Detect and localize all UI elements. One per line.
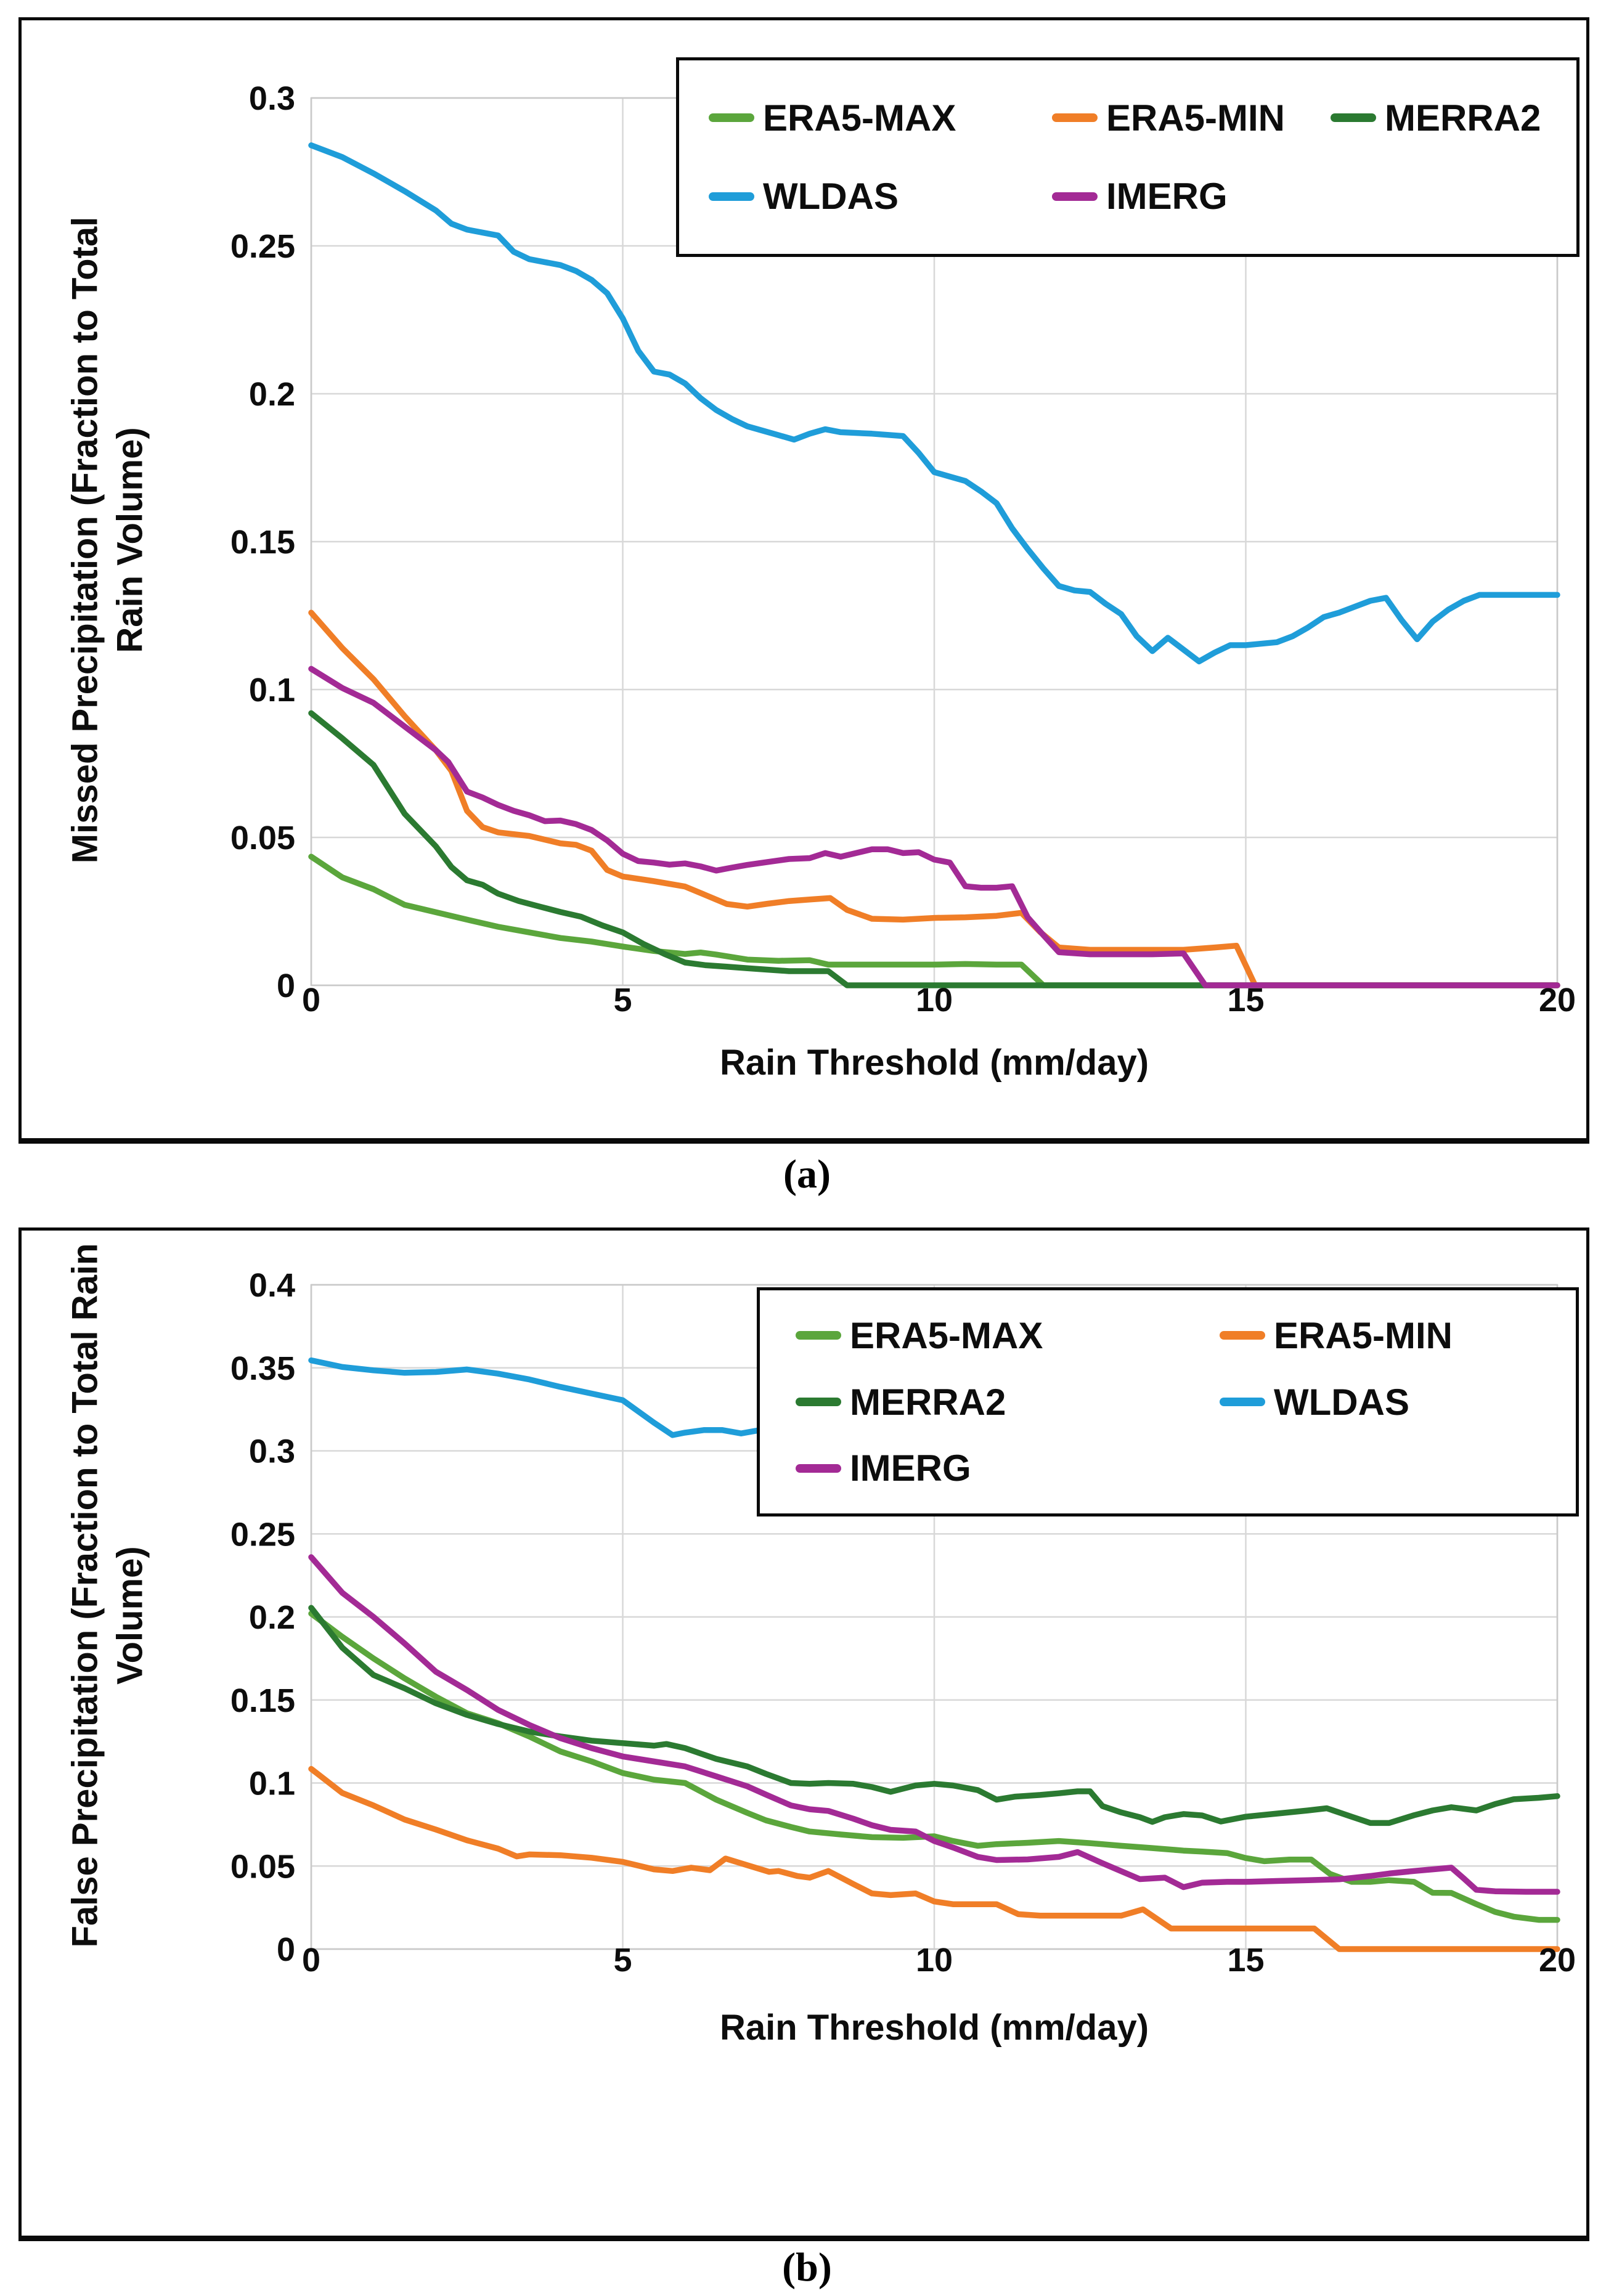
legend-item-era5-min: ERA5-MIN <box>1220 1314 1576 1357</box>
chart-b-series-era5-min <box>308 1765 1560 1952</box>
chart-b-xtick-label: 0 <box>302 1942 320 1979</box>
chart-a-series-wldas <box>308 142 1560 665</box>
chart-b-ytick-label: 0.4 <box>249 1267 295 1304</box>
chart-a-x-axis-title: Rain Threshold (mm/day) <box>719 1043 1149 1083</box>
legend-label: ERA5-MAX <box>850 1314 1043 1356</box>
merra2-line-swatch-icon <box>1331 113 1376 123</box>
legend-label: IMERG <box>1106 176 1228 218</box>
wldas-line-swatch-icon <box>1220 1398 1265 1406</box>
chart-a-series-era5-min <box>308 609 1560 988</box>
chart-b-xtick-label: 5 <box>613 1942 632 1979</box>
chart-b-xtick-label: 15 <box>1227 1942 1264 1979</box>
chart-a-xtick-label: 10 <box>916 982 953 1019</box>
chart-b-legend-row: IMERG <box>796 1447 1576 1489</box>
chart-a-xtick-label: 15 <box>1227 982 1264 1019</box>
chart-a-ytick-label: 0 <box>277 967 295 1004</box>
era5-min-line-swatch-icon <box>1052 113 1098 123</box>
chart-b-series-era5-max <box>308 1610 1560 1923</box>
panel-a-frame: 0.3 0.25 0.2 0.15 0.1 0.05 0 0 5 10 15 20 Missed Pr… <box>18 17 1589 1144</box>
legend-label: MERRA2 <box>850 1381 1006 1423</box>
chart-a-series-merra2 <box>308 710 1560 988</box>
chart-a-y-axis-title: Missed Precipitation (Fraction to Total … <box>63 97 153 984</box>
imerg-line-swatch-icon <box>796 1463 841 1473</box>
chart-b-series-merra2 <box>308 1605 1560 1826</box>
chart-a-xtick-label: 5 <box>613 982 632 1019</box>
chart-b-x-axis-title: Rain Threshold (mm/day) <box>719 2008 1149 2048</box>
chart-b-y-title-line1: False Precipitation (Fraction to Total R… <box>65 1243 105 1948</box>
legend-item-era5-max: ERA5-MAX <box>796 1314 1220 1357</box>
chart-a-ytick-label: 0.1 <box>249 672 295 709</box>
chart-a-y-title-line2: Rain Volume) <box>110 427 150 653</box>
chart-a-xtick-label: 0 <box>302 982 320 1019</box>
chart-b-ytick-label: 0.2 <box>249 1599 295 1636</box>
legend-label: WLDAS <box>1274 1381 1409 1423</box>
chart-a-legend-row: WLDAS IMERG <box>709 175 1576 218</box>
panel-b-frame: 0.4 0.35 0.3 0.25 0.2 0.15 0.1 0.05 0 0 5 10 15 20 Fa… <box>18 1227 1589 2241</box>
imerg-line-swatch-icon <box>1052 192 1098 201</box>
chart-a-ytick-label: 0.15 <box>230 524 295 561</box>
chart-b-ytick-label: 0.05 <box>230 1848 295 1885</box>
chart-b-series-imerg <box>308 1554 1560 1895</box>
chart-b-ytick-label: 0.15 <box>230 1682 295 1719</box>
legend-label: ERA5-MIN <box>1274 1314 1453 1356</box>
panel-a-caption: (a) <box>783 1152 831 1197</box>
legend-item-era5-max: ERA5-MAX <box>709 97 1052 139</box>
chart-b-xtick-label: 20 <box>1539 1942 1576 1979</box>
chart-b-ytick-label: 0.1 <box>249 1765 295 1802</box>
chart-b-ytick-label: 0.35 <box>230 1350 295 1387</box>
chart-b-y-axis-title: False Precipitation (Fraction to Total R… <box>63 1243 153 1948</box>
era5-max-line-swatch-icon <box>796 1331 841 1340</box>
chart-a-ytick-label: 0.25 <box>230 228 295 265</box>
legend-item-imerg: IMERG <box>796 1447 1220 1489</box>
chart-b-legend: ERA5-MAX ERA5-MIN MERRA2 WLDAS IMERG <box>757 1287 1579 1516</box>
legend-label: IMERG <box>850 1447 971 1489</box>
merra2-line-swatch-icon <box>796 1398 841 1406</box>
era5-min-line-swatch-icon <box>1220 1331 1265 1340</box>
chart-a-ytick-label: 0.05 <box>230 820 295 857</box>
chart-b-ytick-label: 0 <box>277 1931 295 1968</box>
chart-a-series-era5-max <box>308 853 1560 988</box>
chart-a-legend-row: ERA5-MAX ERA5-MIN MERRA2 <box>709 97 1576 139</box>
legend-item-imerg: IMERG <box>1052 175 1331 218</box>
era5-max-line-swatch-icon <box>709 113 754 123</box>
chart-a-legend: ERA5-MAX ERA5-MIN MERRA2 WLDAS IMERG <box>676 57 1579 257</box>
legend-item-wldas: WLDAS <box>1220 1381 1576 1423</box>
chart-a-series-imerg <box>308 666 1560 988</box>
legend-item-merra2: MERRA2 <box>796 1381 1220 1423</box>
legend-label: MERRA2 <box>1385 97 1541 139</box>
panel-b-caption: (b) <box>782 2245 832 2290</box>
legend-label: WLDAS <box>763 176 899 218</box>
chart-b-legend-row: ERA5-MAX ERA5-MIN <box>796 1314 1576 1357</box>
chart-b-legend-row: MERRA2 WLDAS <box>796 1381 1576 1423</box>
chart-a-xtick-label: 20 <box>1539 982 1576 1019</box>
panel-b-plot-area: 0.4 0.35 0.3 0.25 0.2 0.15 0.1 0.05 0 0 5 10 15 20 Fa… <box>22 1231 1586 2236</box>
legend-item-wldas: WLDAS <box>709 175 1052 218</box>
chart-b-ytick-label: 0.3 <box>249 1433 295 1470</box>
chart-a-ytick-label: 0.3 <box>249 80 295 117</box>
legend-label: ERA5-MAX <box>763 97 956 139</box>
legend-item-merra2: MERRA2 <box>1331 97 1576 139</box>
wldas-line-swatch-icon <box>709 192 754 201</box>
chart-b-ytick-label: 0.25 <box>230 1516 295 1553</box>
legend-item-era5-min: ERA5-MIN <box>1052 97 1331 139</box>
chart-a-y-title-line1: Missed Precipitation (Fraction to Total <box>65 216 105 864</box>
chart-b-y-title-line2: Volume) <box>110 1546 150 1685</box>
legend-label: ERA5-MIN <box>1106 97 1286 139</box>
panel-a-plot-area: 0.3 0.25 0.2 0.15 0.1 0.05 0 0 5 10 15 20 Missed Pr… <box>22 20 1586 1138</box>
chart-a-ytick-label: 0.2 <box>249 376 295 413</box>
chart-b-xtick-label: 10 <box>916 1942 953 1979</box>
